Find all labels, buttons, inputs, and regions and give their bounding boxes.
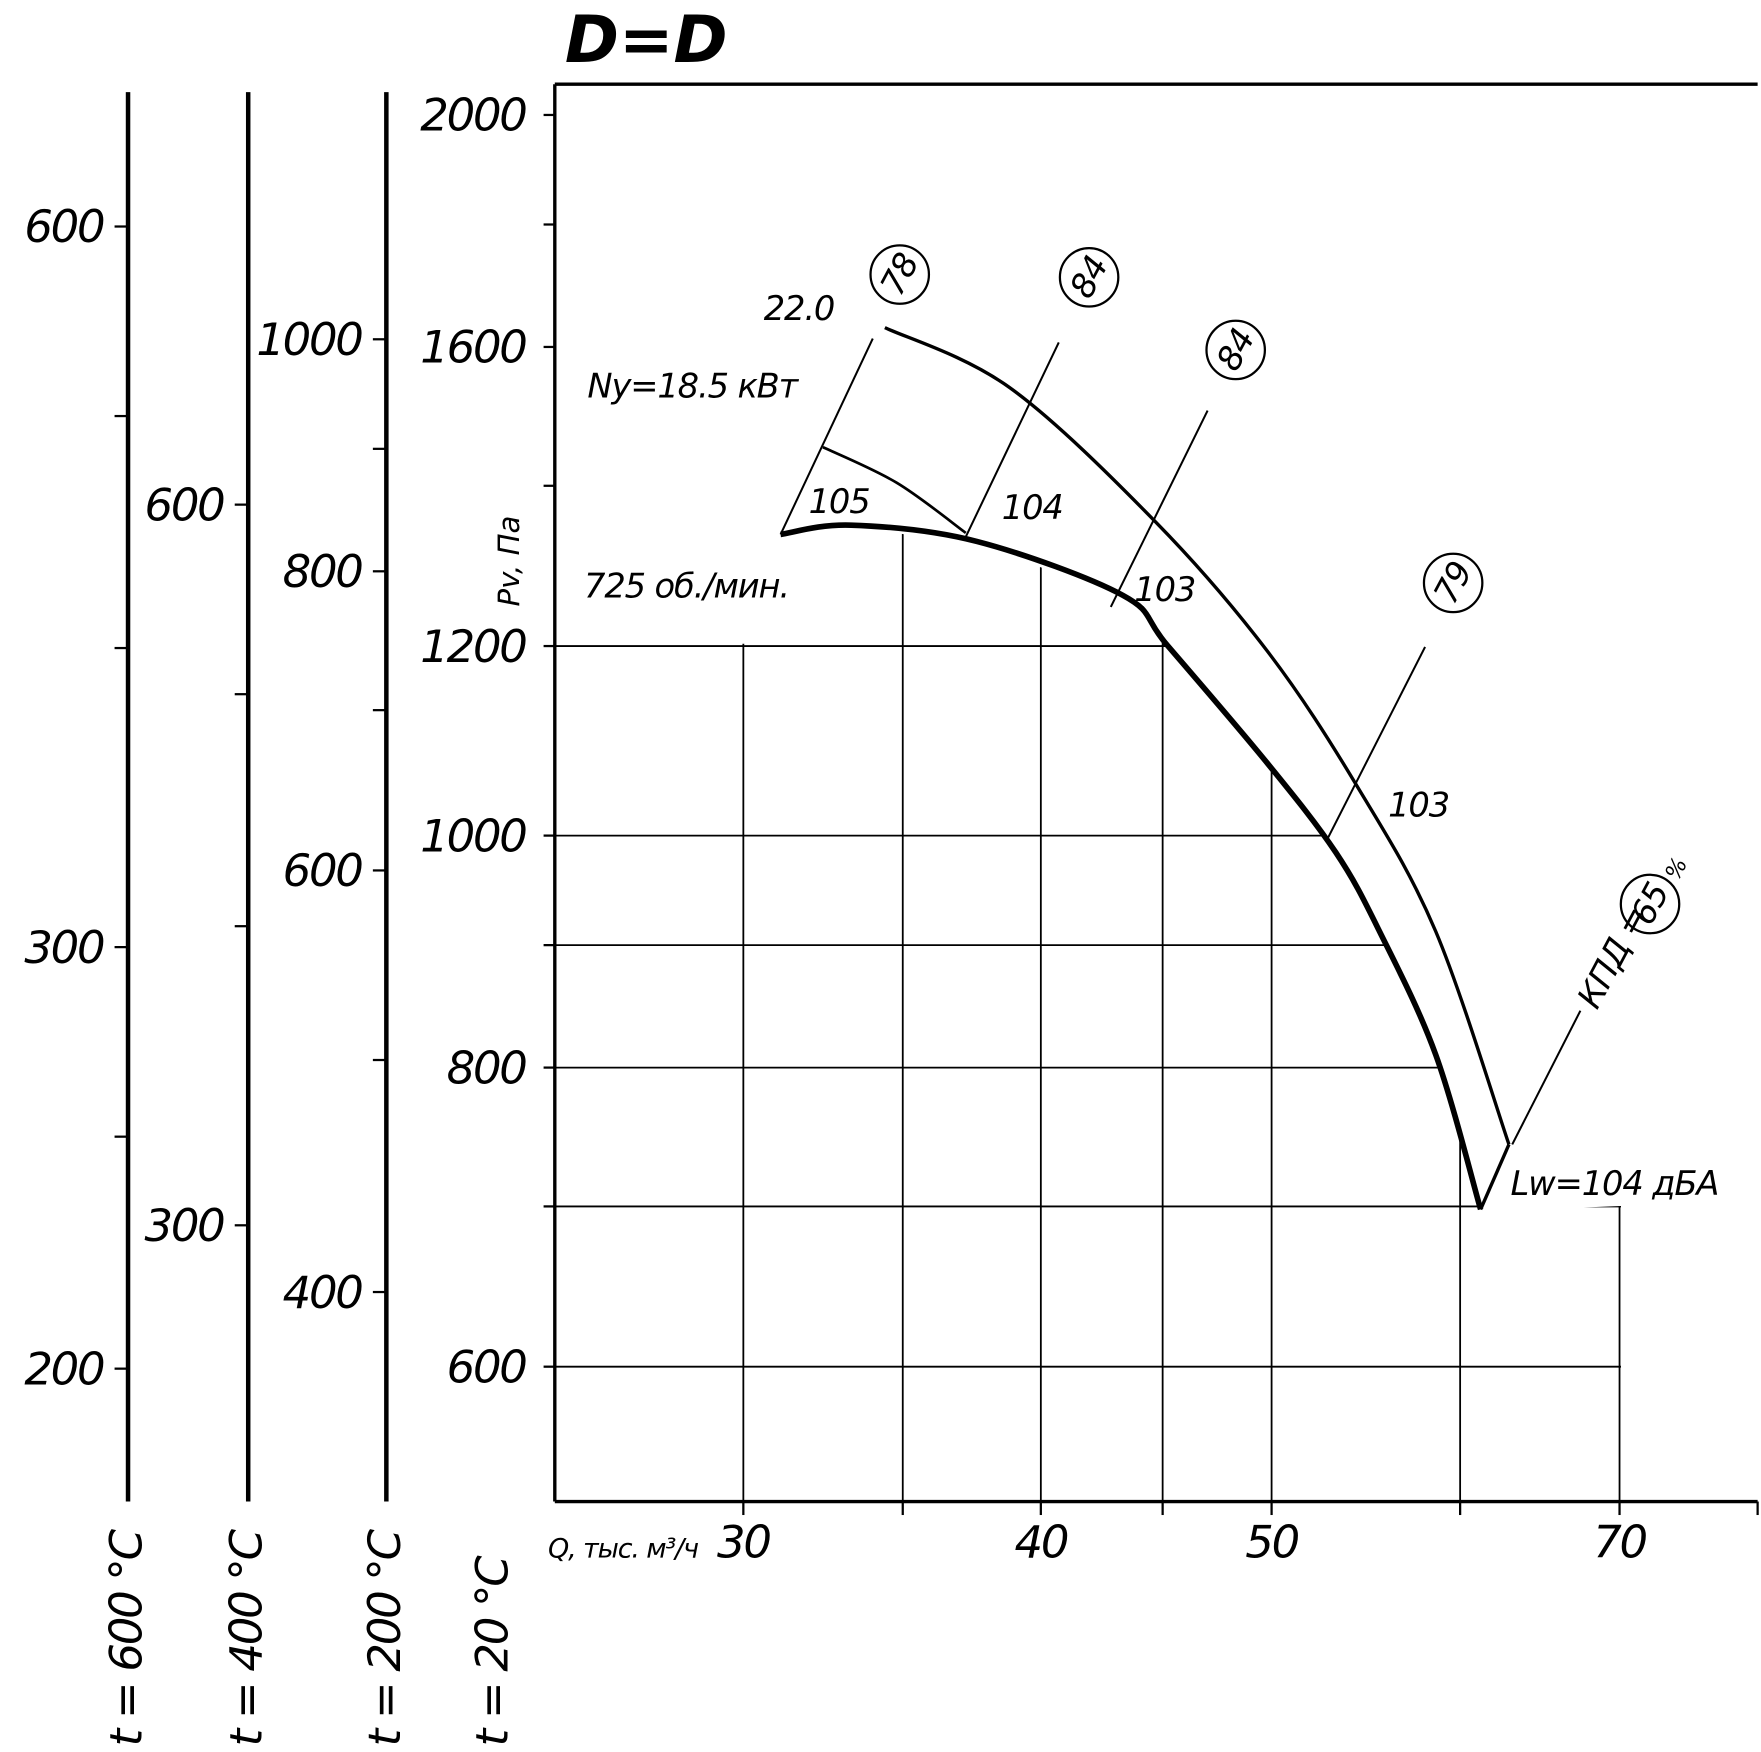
x-axis-label: Q, тыс. м³/ч: [548, 1534, 698, 1565]
curve: [884, 326, 1511, 1145]
y-tick-label: 800: [447, 1041, 527, 1094]
temperature-tick-label: 600: [145, 478, 225, 531]
efficiency-badge: [869, 244, 931, 305]
efficiency-line: [1511, 1010, 1582, 1145]
y-tick-label: 1600: [420, 321, 526, 374]
noise-level: 103: [1388, 785, 1449, 824]
efficiency-line: [1109, 410, 1209, 608]
y-tick-label: 600: [447, 1340, 527, 1393]
x-tick-label: 30: [717, 1516, 770, 1569]
temperature-tick-label: 800: [283, 545, 363, 598]
grid: [554, 527, 1621, 1502]
temperature-tick-label: 300: [145, 1199, 225, 1252]
x-tick-label: 50: [1245, 1516, 1298, 1569]
y-axis-temperature: t = 20 °C: [466, 1555, 519, 1747]
temperature-tick-label: 1000: [256, 313, 362, 366]
annotation: Lw=104 дБА: [1511, 1164, 1719, 1203]
annotation: 725 об./мин.: [584, 566, 789, 605]
temperature-tick-label: 600: [24, 200, 104, 253]
y-axis-label: Pv, Па: [492, 516, 526, 607]
annotation: Ny=18.5 кВт: [587, 367, 799, 406]
temperature-axis-label: t = 400 °C: [220, 1528, 273, 1746]
temperature-tick-label: 300: [24, 921, 104, 974]
x-tick-label: 40: [1015, 1516, 1068, 1569]
temperature-axis-label: t = 200 °C: [358, 1528, 411, 1746]
noise-level: 103: [1134, 570, 1195, 609]
efficiency-line: [779, 338, 874, 535]
chart-title: D=D: [565, 3, 728, 78]
annotation: КПД =: [1570, 900, 1656, 1014]
efficiency-badge: [1619, 873, 1681, 935]
curve: [822, 445, 967, 534]
temperature-axis-label: t = 600 °C: [100, 1528, 153, 1746]
efficiency-line: [964, 341, 1060, 538]
noise-level: 105: [809, 482, 870, 521]
temperature-tick-label: 200: [24, 1342, 104, 1395]
curve-end: [1479, 1143, 1511, 1211]
y-tick-label: 2000: [420, 89, 526, 142]
efficiency-badge: [1058, 246, 1120, 308]
temperature-tick-label: 400: [283, 1266, 363, 1319]
temperature-tick-label: 600: [283, 844, 363, 897]
efficiency-badge: [1422, 552, 1484, 614]
y-tick-label: 1000: [420, 809, 526, 862]
efficiency-line: [1325, 646, 1426, 843]
curve: [780, 522, 1484, 1211]
annotation: 22.0: [764, 289, 835, 328]
x-tick-label: 70: [1593, 1516, 1646, 1569]
efficiency-badge: [1205, 319, 1267, 381]
noise-level: 104: [1002, 488, 1063, 527]
y-tick-label: 1200: [420, 620, 526, 673]
